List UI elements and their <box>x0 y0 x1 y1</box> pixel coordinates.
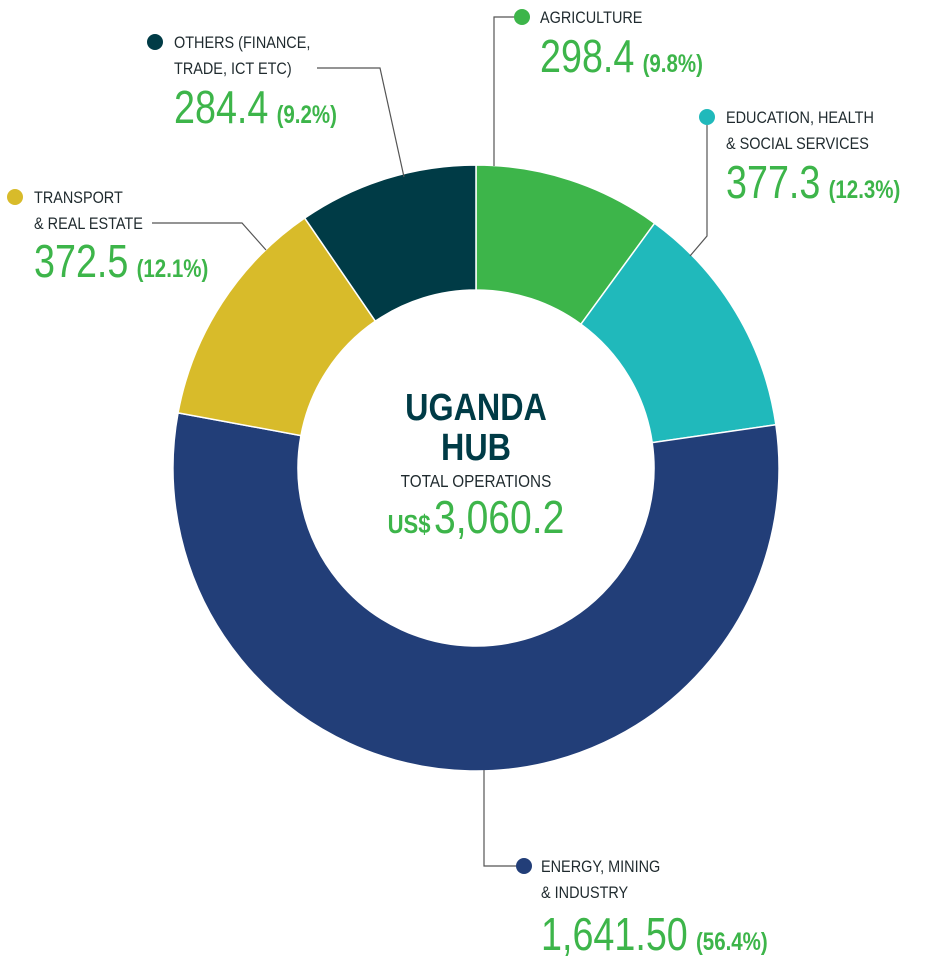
percent: (12.1%) <box>137 254 209 282</box>
legend-dot <box>699 109 715 125</box>
value: 298.4 <box>540 30 634 81</box>
value: 1,641.50 <box>541 908 688 959</box>
center-total: US$3,060.2 <box>388 492 565 544</box>
center-label: UGANDA HUB TOTAL OPERATIONS US$3,060.2 <box>388 387 565 544</box>
value: 284.4 <box>174 81 268 132</box>
category-label: TRADE, ICT ETC) <box>174 60 292 78</box>
category-label: OTHERS (FINANCE, <box>174 34 310 52</box>
value: 372.5 <box>34 235 128 286</box>
legend-dot <box>514 9 530 25</box>
percent: (56.4%) <box>696 927 768 955</box>
center-title: UGANDA <box>405 387 547 429</box>
value-label: 298.4 (9.8%) <box>540 30 703 81</box>
category-label: & REAL ESTATE <box>34 215 143 233</box>
currency: US$ <box>388 510 431 539</box>
value-label: 377.3 (12.3%) <box>726 156 900 207</box>
leader-line <box>152 222 267 251</box>
value-label: 372.5 (12.1%) <box>34 235 208 286</box>
category-label: TRANSPORT <box>34 189 123 207</box>
center-subtitle: TOTAL OPERATIONS <box>401 471 552 491</box>
slice <box>303 164 477 323</box>
center-title: HUB <box>441 427 511 469</box>
slice <box>172 411 780 772</box>
category-label: ENERGY, MINING <box>541 858 660 876</box>
value-label: 284.4 (9.2%) <box>174 81 337 132</box>
percent: (9.8%) <box>643 49 703 77</box>
category-label: AGRICULTURE <box>540 9 642 27</box>
category-label: EDUCATION, HEALTH <box>726 109 874 127</box>
legend-dot <box>516 858 532 874</box>
legend-dot <box>7 189 23 205</box>
leader-line <box>483 770 516 867</box>
value: 377.3 <box>726 156 820 207</box>
percent: (12.3%) <box>829 175 901 203</box>
leader-line <box>689 125 708 257</box>
category-label: & SOCIAL SERVICES <box>726 135 869 153</box>
leader-line <box>317 67 405 178</box>
percent: (9.2%) <box>277 100 337 128</box>
total: 3,060.2 <box>434 492 564 544</box>
value-label: 1,641.50 (56.4%) <box>541 908 768 959</box>
category-label: & INDUSTRY <box>541 884 629 902</box>
leader-line <box>493 16 516 166</box>
legend-dot <box>147 34 163 50</box>
